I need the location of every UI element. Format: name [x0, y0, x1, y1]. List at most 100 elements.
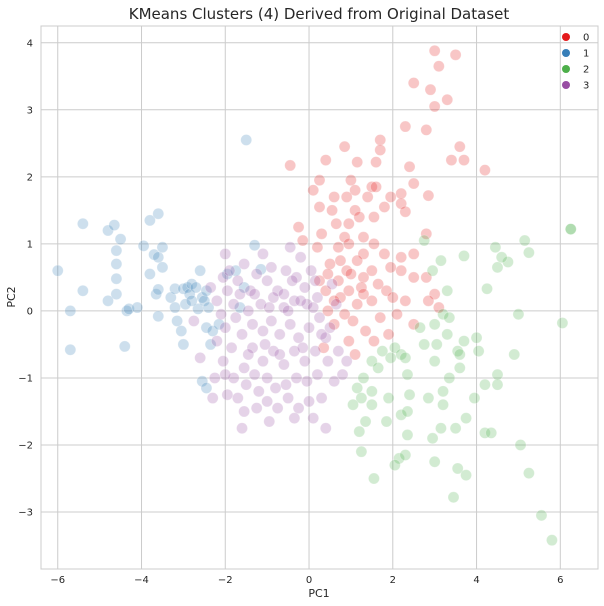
y-tick-label: 1 [27, 239, 33, 250]
data-point [261, 274, 273, 287]
data-point [380, 415, 393, 428]
data-point [169, 282, 181, 295]
data-point [317, 341, 330, 354]
data-point [51, 264, 64, 277]
data-point [246, 341, 259, 354]
data-point [311, 241, 324, 254]
data-point [232, 274, 244, 287]
data-point [453, 140, 466, 153]
data-point [328, 318, 340, 331]
data-point [395, 187, 407, 200]
data-point [366, 355, 378, 367]
data-point [324, 258, 336, 270]
data-point [156, 261, 169, 274]
data-point [399, 205, 412, 218]
data-point [64, 343, 77, 356]
data-point [468, 392, 481, 404]
data-point [165, 291, 177, 304]
data-point [441, 93, 454, 106]
data-point [322, 355, 334, 367]
data-point [257, 355, 269, 367]
data-point [386, 291, 399, 304]
data-point [303, 321, 315, 334]
data-point [255, 263, 267, 276]
data-point [271, 284, 284, 297]
data-point [368, 472, 380, 485]
data-point [219, 248, 232, 260]
data-point [257, 325, 269, 337]
data-point [420, 228, 433, 240]
x-tick-label: −4 [134, 575, 149, 586]
y-tick-label: 3 [27, 105, 33, 116]
data-point [345, 268, 357, 280]
data-point [250, 268, 263, 280]
data-point [313, 311, 326, 324]
data-point [313, 274, 326, 287]
data-point [319, 284, 332, 297]
legend-label: 2 [583, 65, 589, 76]
series-0 [284, 45, 491, 361]
data-point [355, 392, 368, 404]
data-point [152, 251, 165, 264]
data-point [491, 378, 504, 391]
data-point [217, 355, 229, 367]
data-point [395, 251, 407, 264]
data-point [382, 392, 395, 404]
data-point [353, 211, 366, 223]
data-point [294, 295, 307, 307]
data-point [399, 295, 412, 307]
data-point [209, 372, 221, 384]
data-point [374, 311, 387, 324]
data-point [368, 238, 380, 250]
data-point [366, 385, 378, 398]
data-point [422, 392, 435, 404]
data-point [301, 375, 313, 388]
data-point [451, 345, 464, 357]
data-point [294, 251, 307, 264]
data-point [121, 305, 133, 317]
data-point [194, 264, 206, 277]
data-point [479, 378, 491, 391]
data-point [284, 318, 296, 331]
data-point [319, 422, 332, 435]
data-point [451, 462, 464, 475]
data-point [248, 368, 261, 381]
data-point [280, 378, 292, 391]
plot-frame [40, 25, 599, 570]
data-point [102, 224, 114, 237]
data-point [257, 248, 269, 260]
data-point [479, 427, 491, 439]
data-point [229, 311, 242, 324]
data-point [144, 214, 156, 227]
data-point [248, 239, 261, 252]
data-point [296, 341, 309, 354]
data-point [204, 338, 217, 351]
data-point [110, 288, 123, 300]
data-point [428, 45, 441, 57]
data-point [152, 310, 165, 323]
data-point [198, 295, 211, 307]
data-point [225, 341, 238, 354]
data-point [307, 301, 320, 314]
data-point [328, 191, 340, 203]
data-point [309, 274, 322, 287]
data-point [399, 352, 412, 364]
data-point [284, 241, 296, 254]
data-point [263, 301, 276, 314]
data-point [441, 284, 454, 297]
data-point [338, 140, 351, 153]
data-point [340, 264, 353, 277]
data-point [118, 340, 131, 353]
data-point [305, 264, 317, 277]
data-point [445, 154, 458, 166]
data-point [288, 345, 301, 357]
legend-marker [562, 81, 570, 89]
data-point [351, 298, 363, 311]
data-point [491, 368, 504, 381]
data-point [535, 509, 548, 522]
data-point [319, 331, 332, 344]
data-point [512, 308, 525, 321]
data-point [426, 264, 439, 277]
data-point [221, 284, 234, 297]
